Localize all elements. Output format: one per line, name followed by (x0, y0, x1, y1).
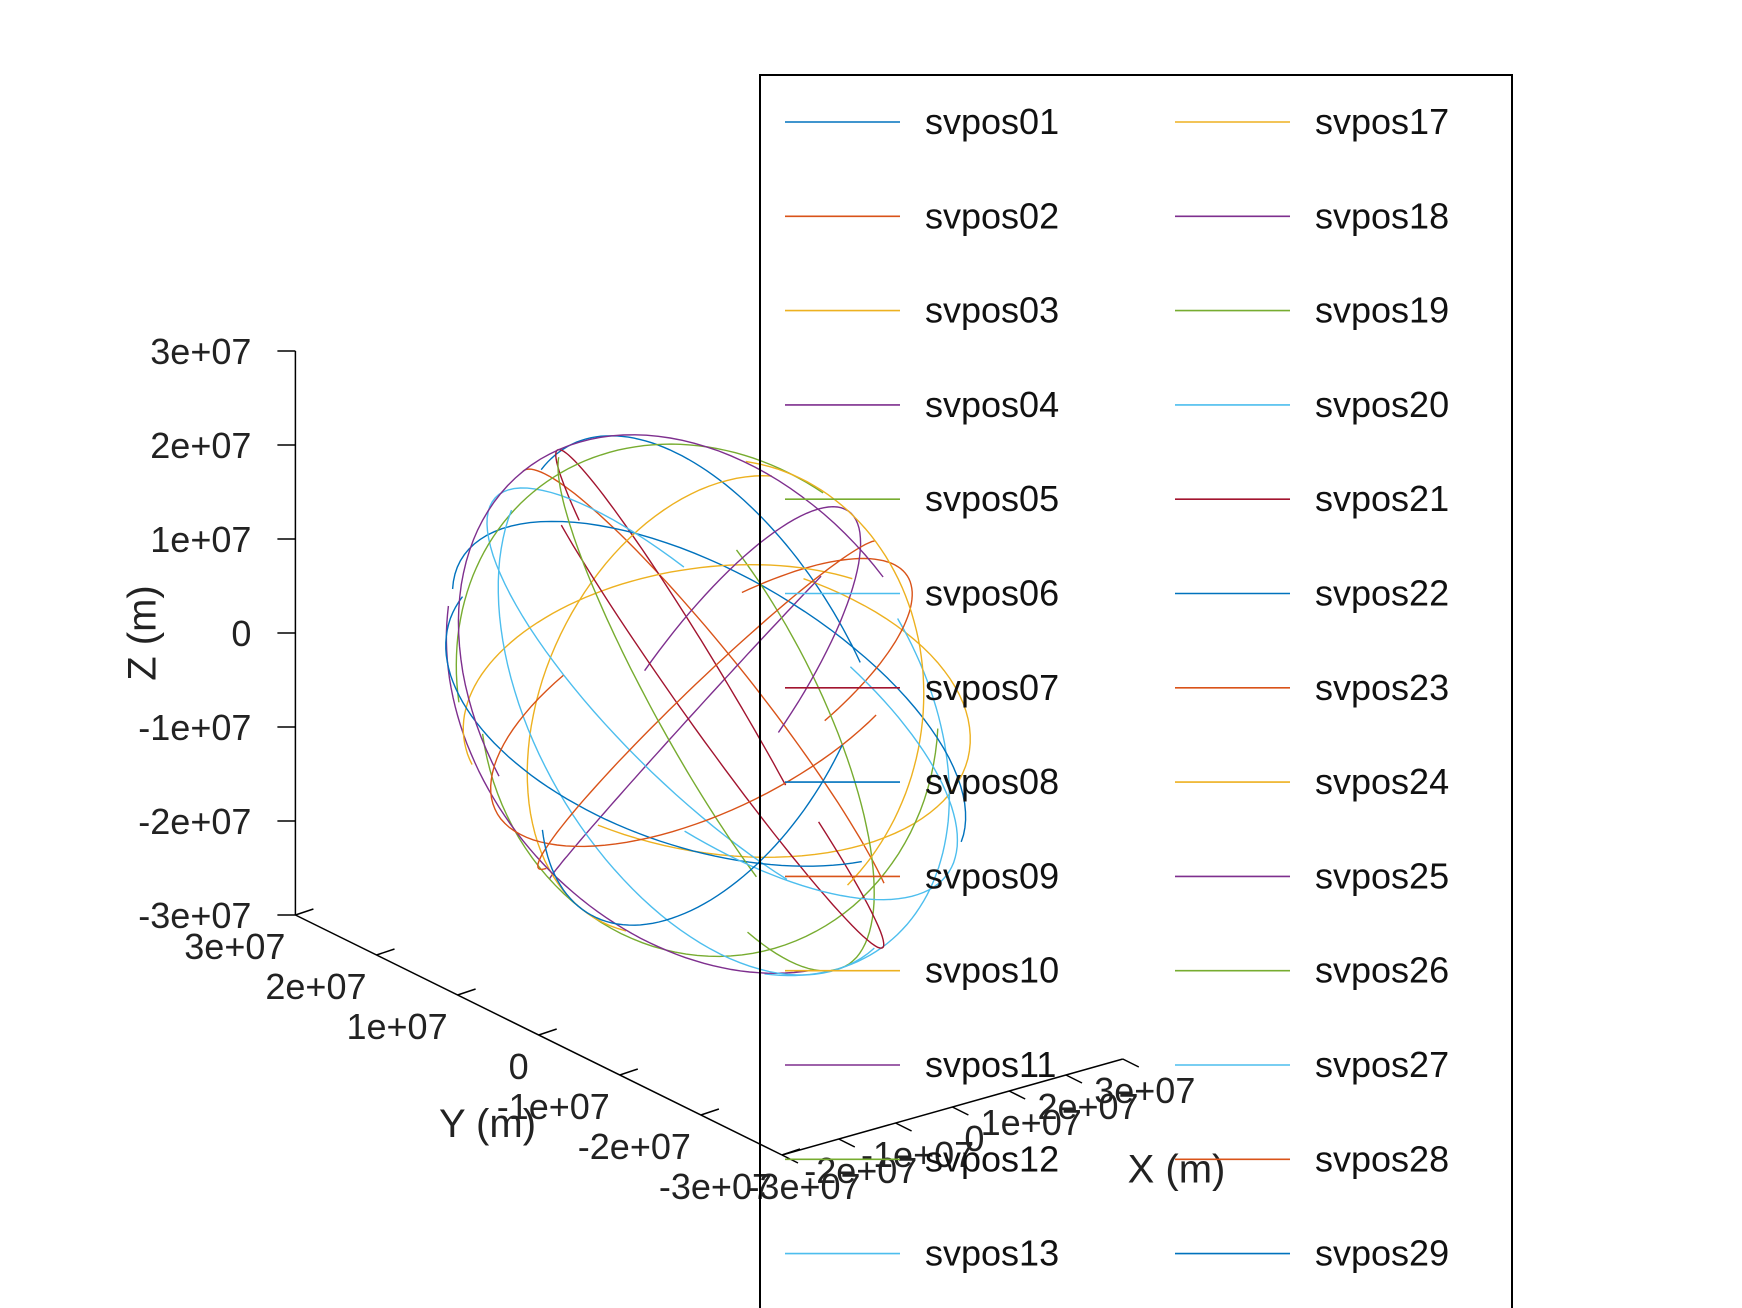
x-tick-label: -2e+07 (804, 1150, 917, 1191)
orbit-svpos11 (445, 605, 812, 975)
legend-label-svpos20: svpos20 (1315, 384, 1449, 425)
orbit-svpos08 (451, 520, 967, 843)
orbit-svpos25 (457, 434, 884, 777)
y-axis-title: Y (m) (439, 1102, 536, 1146)
orbit-svpos12 (735, 549, 875, 972)
orbit-svpos21 (560, 524, 885, 949)
y-tick-label: 1e+07 (346, 1006, 447, 1047)
legend-label-svpos19: svpos19 (1315, 290, 1449, 331)
legend-label-svpos28: svpos28 (1315, 1138, 1449, 1179)
orbit-svpos23 (537, 540, 875, 871)
z-tick-label: 1e+07 (150, 519, 251, 560)
orbit-svpos13 (486, 487, 788, 880)
orbit-svpos20 (497, 509, 875, 976)
x-tick-label: 0 (964, 1118, 984, 1159)
x-tick-label: 1e+07 (981, 1102, 1082, 1143)
orbit-svpos10 (526, 474, 772, 932)
orbit-svpos24 (745, 460, 925, 886)
legend-label-svpos04: svpos04 (925, 384, 1059, 425)
y-tick-label: 3e+07 (184, 926, 285, 967)
z-tick-label: 0 (231, 613, 251, 654)
legend-label-svpos07: svpos07 (925, 667, 1059, 708)
z-tick-label: -2e+07 (138, 801, 251, 842)
y-tick (295, 908, 314, 916)
legend-label-svpos23: svpos23 (1315, 667, 1449, 708)
z-tick-label: -3e+07 (138, 895, 251, 936)
orbit-svpos02 (522, 468, 885, 884)
legend-label-svpos09: svpos09 (925, 855, 1059, 896)
x-axis-title: X (m) (1128, 1147, 1226, 1191)
legend-label-svpos06: svpos06 (925, 573, 1059, 614)
y-tick (781, 1148, 801, 1156)
legend-label-svpos21: svpos21 (1315, 478, 1449, 519)
orbit-svpos27 (684, 666, 959, 901)
x-tick (1065, 1074, 1083, 1084)
z-tick-label: 2e+07 (150, 425, 251, 466)
orbit-svpos28 (489, 674, 877, 848)
y-tick (376, 948, 395, 956)
orbit-curves (445, 434, 971, 977)
axes: -3e+07-2e+07-1e+0701e+072e+073e+07-3e+07… (120, 331, 1225, 1207)
y-tick-label: 2e+07 (265, 966, 366, 1007)
orbit-svpos07 (555, 448, 787, 786)
legend-label-svpos24: svpos24 (1315, 761, 1449, 802)
legend-label-svpos03: svpos03 (925, 290, 1059, 331)
y-tick-label: -3e+07 (659, 1166, 772, 1207)
x-tick (895, 1122, 912, 1132)
legend-label-svpos29: svpos29 (1315, 1233, 1449, 1274)
y-tick (538, 1028, 557, 1036)
legend-label-svpos22: svpos22 (1315, 573, 1449, 614)
orbit-svpos19 (455, 443, 824, 703)
y-tick (700, 1108, 720, 1116)
orbit-svpos18 (644, 505, 862, 733)
y-tick-label: -1e+07 (497, 1086, 610, 1127)
x-tick (952, 1106, 969, 1116)
x-tick-label: -3e+07 (747, 1166, 860, 1207)
legend-label-svpos01: svpos01 (925, 101, 1059, 142)
y-tick (457, 988, 476, 996)
legend-label-svpos17: svpos17 (1315, 101, 1449, 142)
y-tick-label: 0 (509, 1046, 529, 1087)
legend-label-svpos05: svpos05 (925, 478, 1059, 519)
legend-label-svpos13: svpos13 (925, 1233, 1059, 1274)
legend-label-svpos10: svpos10 (925, 950, 1059, 991)
legend-label-svpos08: svpos08 (925, 761, 1059, 802)
z-tick-label: -1e+07 (138, 707, 251, 748)
x-tick (1122, 1058, 1140, 1068)
orbit-svpos04 (548, 575, 822, 880)
legend-box (759, 74, 1513, 1308)
legend-label-svpos25: svpos25 (1315, 855, 1449, 896)
x-tick (838, 1138, 856, 1148)
legend-label-svpos27: svpos27 (1315, 1044, 1449, 1085)
x-tick-label: 3e+07 (1094, 1070, 1195, 1111)
legend: svpos01 svpos02 svpos03 svpos04 svpos05 svpos… (759, 74, 1513, 1308)
orbit-svpos05 (481, 728, 939, 958)
z-axis-title: Z (m) (120, 585, 164, 681)
legend-label-svpos18: svpos18 (1315, 195, 1449, 236)
legend-label-svpos12: svpos12 (925, 1138, 1059, 1179)
y-tick-label: -2e+07 (578, 1126, 691, 1167)
z-tick-label: 3e+07 (150, 331, 251, 372)
orbit-svpos29 (541, 744, 843, 926)
x-tick (1008, 1090, 1026, 1100)
legend-label-svpos11: svpos11 (925, 1044, 1056, 1085)
y-tick (619, 1068, 639, 1076)
x-tick-label: 2e+07 (1037, 1086, 1138, 1127)
legend-label-svpos26: svpos26 (1315, 950, 1449, 991)
x-tick-label: -1e+07 (861, 1134, 974, 1175)
orbit-svpos09 (741, 557, 913, 722)
legend-label-svpos02: svpos02 (925, 195, 1059, 236)
orbit-svpos26 (557, 457, 757, 878)
